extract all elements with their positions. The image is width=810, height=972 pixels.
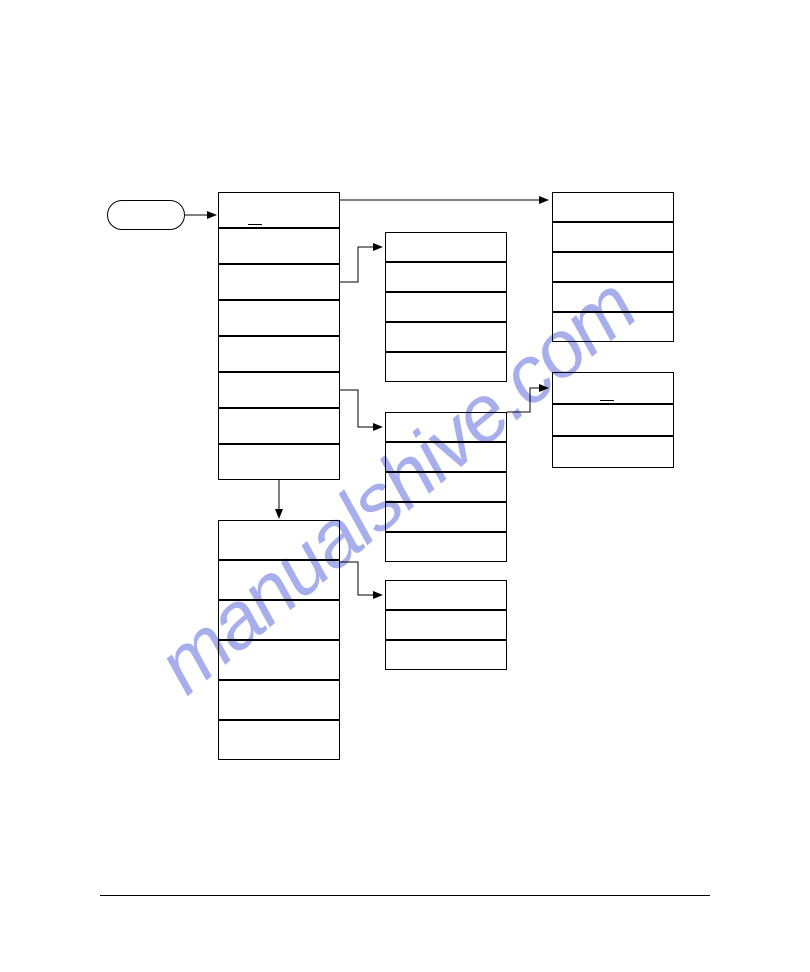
node-colB3_2 bbox=[385, 640, 507, 670]
node-colB3_1 bbox=[385, 610, 507, 640]
node-colA_5 bbox=[218, 372, 340, 408]
diagram-canvas: manualshive.com bbox=[0, 0, 810, 972]
edge-colB2_to_colC2 bbox=[507, 388, 548, 412]
tick-colA_0 bbox=[248, 224, 262, 225]
footer-rule bbox=[100, 895, 710, 896]
node-colB_4 bbox=[385, 352, 507, 382]
node-colB2_2 bbox=[385, 472, 507, 502]
node-colA2_5 bbox=[218, 720, 340, 760]
node-colA_3 bbox=[218, 300, 340, 336]
node-colA2_1 bbox=[218, 560, 340, 600]
node-colC_0 bbox=[552, 192, 674, 222]
edge-colA_branch2 bbox=[340, 390, 382, 427]
node-colA_7 bbox=[218, 444, 340, 480]
node-colB2_3 bbox=[385, 502, 507, 532]
tick-colC2_0 bbox=[600, 400, 614, 401]
node-colC2_1 bbox=[552, 404, 674, 436]
edge-colB2_to_colB3 bbox=[340, 562, 382, 595]
node-colA_2 bbox=[218, 264, 340, 300]
edge-colA_branch1 bbox=[340, 247, 382, 282]
node-colB_1 bbox=[385, 262, 507, 292]
node-colB_2 bbox=[385, 292, 507, 322]
node-colB2_0 bbox=[385, 412, 507, 442]
node-colC_3 bbox=[552, 282, 674, 312]
node-colC_4 bbox=[552, 312, 674, 342]
node-colB_0 bbox=[385, 232, 507, 262]
node-colC_2 bbox=[552, 252, 674, 282]
node-colC2_2 bbox=[552, 436, 674, 468]
node-colB2_4 bbox=[385, 532, 507, 562]
node-colA_0 bbox=[218, 192, 340, 228]
node-colB_3 bbox=[385, 322, 507, 352]
node-colA_4 bbox=[218, 336, 340, 372]
node-colB3_0 bbox=[385, 580, 507, 610]
node-colA2_4 bbox=[218, 680, 340, 720]
node-colA2_0 bbox=[218, 520, 340, 560]
node-colA_6 bbox=[218, 408, 340, 444]
node-colC_1 bbox=[552, 222, 674, 252]
node-colA_1 bbox=[218, 228, 340, 264]
node-colB2_1 bbox=[385, 442, 507, 472]
node-start_pill bbox=[107, 200, 185, 230]
node-colA2_2 bbox=[218, 600, 340, 640]
node-colA2_3 bbox=[218, 640, 340, 680]
